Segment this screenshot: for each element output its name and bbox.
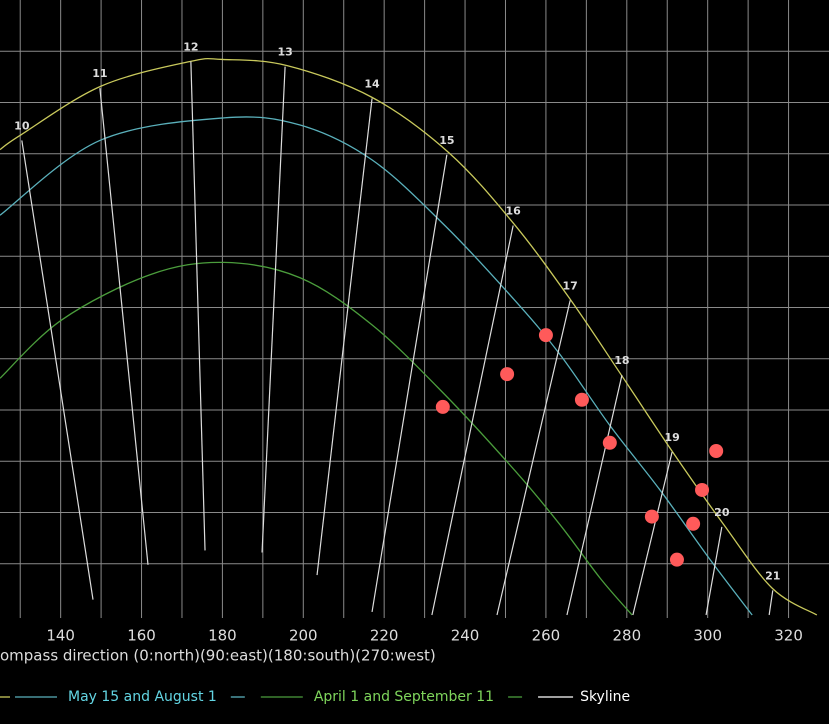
hour-line	[496, 300, 571, 616]
x-tick-label: 200	[289, 627, 318, 645]
obstruction-point	[500, 367, 515, 382]
sun-path	[0, 57, 818, 616]
hour-label: 15	[439, 134, 454, 147]
hour-line	[21, 140, 94, 600]
obstruction-point	[538, 328, 553, 343]
hour-label: 16	[506, 205, 522, 218]
hour-line	[190, 61, 206, 551]
x-tick-label: 260	[532, 627, 561, 645]
hour-line	[371, 154, 448, 613]
hour-label: 11	[92, 67, 107, 80]
x-tick-label: 180	[208, 627, 237, 645]
x-tick-label: 220	[370, 627, 399, 645]
x-tick-label: 160	[127, 627, 156, 645]
hour-label: 19	[664, 431, 679, 444]
sun-path	[0, 261, 633, 616]
hour-label: 10	[14, 119, 30, 132]
x-tick-label: 240	[451, 627, 480, 645]
obstruction-point	[435, 399, 450, 414]
hour-label: 12	[183, 41, 198, 54]
obstruction-point	[574, 392, 589, 407]
hour-line	[431, 225, 514, 616]
hour-line	[316, 98, 373, 576]
x-tick-label: 320	[774, 627, 803, 645]
x-tick-label: 300	[693, 627, 722, 645]
legend-label: May 15 and August 1	[68, 689, 217, 705]
x-tick-label: 140	[46, 627, 75, 645]
x-axis-label: ompass direction (0:north)(90:east)(180:…	[0, 647, 436, 665]
hour-label: 14	[364, 77, 380, 90]
hour-label: 18	[614, 354, 629, 367]
obstruction-point	[695, 482, 710, 497]
hour-line	[768, 590, 774, 616]
hour-line	[705, 526, 723, 616]
sun-path	[0, 116, 753, 616]
legend-label: April 1 and September 11	[314, 689, 494, 705]
hour-line	[261, 66, 286, 553]
hour-label: 17	[563, 279, 578, 292]
legend-label: Skyline	[580, 689, 630, 705]
hour-label: 21	[765, 569, 780, 582]
obstruction-point	[644, 509, 659, 524]
obstruction-point	[709, 444, 724, 458]
x-tick-label: 280	[612, 627, 641, 645]
hour-label: 20	[714, 506, 730, 519]
hour-line	[632, 451, 673, 616]
obstruction-point	[686, 516, 701, 531]
hour-line	[566, 375, 623, 616]
hour-line	[99, 88, 149, 565]
obstruction-point	[669, 552, 684, 567]
obstruction-point	[602, 435, 617, 450]
hour-label: 13	[277, 46, 292, 59]
